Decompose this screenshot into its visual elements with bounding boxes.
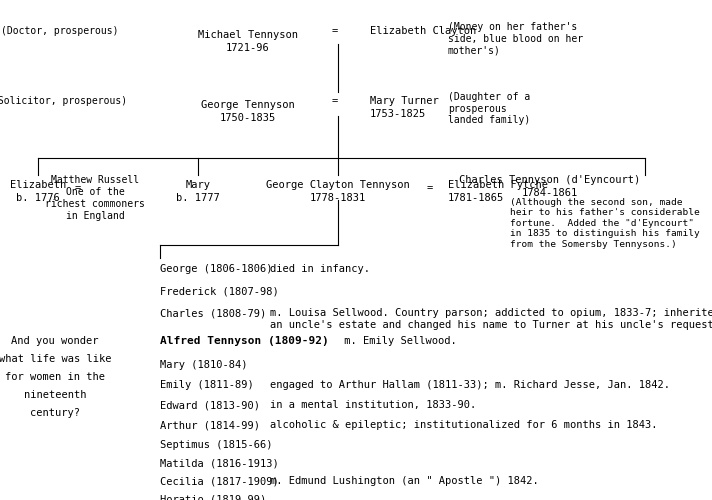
Text: George (1806-1806): George (1806-1806) [160,264,273,274]
Text: for women in the: for women in the [5,372,105,382]
Text: Charles (1808-79): Charles (1808-79) [160,308,266,318]
Text: George Clayton Tennyson: George Clayton Tennyson [266,180,410,190]
Text: Elizabeth Fytche: Elizabeth Fytche [448,180,548,190]
Text: nineteenth: nineteenth [23,390,86,400]
Text: Elizabeth Clayton: Elizabeth Clayton [370,26,476,36]
Text: 1784-1861: 1784-1861 [522,188,578,198]
Text: Arthur (1814-99): Arthur (1814-99) [160,420,260,430]
Text: (Money on her father's
side, blue blood on her
mother's): (Money on her father's side, blue blood … [448,22,583,55]
Text: Frederick (1807-98): Frederick (1807-98) [160,286,279,296]
Text: (Daughter of a
prosperous
landed family): (Daughter of a prosperous landed family) [448,92,530,125]
Text: died in infancy.: died in infancy. [270,264,370,274]
Text: =: = [332,96,338,106]
Text: m. Emily Sellwood.: m. Emily Sellwood. [338,336,457,346]
Text: Edward (1813-90): Edward (1813-90) [160,400,260,410]
Text: Matilda (1816-1913): Matilda (1816-1913) [160,458,279,468]
Text: 1721-96: 1721-96 [226,43,270,53]
Text: (Although the second son, made
heir to his father's considerable
fortune.  Added: (Although the second son, made heir to h… [510,198,700,248]
Text: 1753-1825: 1753-1825 [370,109,426,119]
Text: b. 1777: b. 1777 [176,193,220,203]
Text: Elizabeth: Elizabeth [10,180,66,190]
Text: what life was like: what life was like [0,354,111,364]
Text: (Solicitor, prosperous): (Solicitor, prosperous) [0,96,127,106]
Text: alcoholic & epileptic; institutionalized for 6 months in 1843.: alcoholic & epileptic; institutionalized… [270,420,657,430]
Text: Emily (1811-89): Emily (1811-89) [160,380,253,390]
Text: Matthew Russell: Matthew Russell [51,175,139,185]
Text: in a mental institution, 1833-90.: in a mental institution, 1833-90. [270,400,476,410]
Text: =: = [427,183,433,193]
Text: Alfred Tennyson (1809-92): Alfred Tennyson (1809-92) [160,336,329,346]
Text: And you wonder: And you wonder [11,336,99,346]
Text: Septimus (1815-66): Septimus (1815-66) [160,440,273,450]
Text: Horatio (1819-99): Horatio (1819-99) [160,494,266,500]
Text: richest commoners: richest commoners [45,199,145,209]
Text: m. Louisa Sellwood. Country parson; addicted to opium, 1833-7; inherited
an uncl: m. Louisa Sellwood. Country parson; addi… [270,308,712,330]
Text: Mary (1810-84): Mary (1810-84) [160,360,248,370]
Text: (Doctor, prosperous): (Doctor, prosperous) [1,26,119,36]
Text: Charles Tennyson (d'Eyncourt): Charles Tennyson (d'Eyncourt) [459,175,641,185]
Text: m. Edmund Lushington (an " Apostle ") 1842.: m. Edmund Lushington (an " Apostle ") 18… [270,476,539,486]
Text: century?: century? [30,408,80,418]
Text: b. 1776: b. 1776 [16,193,60,203]
Text: 1778-1831: 1778-1831 [310,193,366,203]
Text: Michael Tennyson: Michael Tennyson [198,30,298,40]
Text: engaged to Arthur Hallam (1811-33); m. Richard Jesse, Jan. 1842.: engaged to Arthur Hallam (1811-33); m. R… [270,380,670,390]
Text: 1750-1835: 1750-1835 [220,113,276,123]
Text: Cecilia (1817-1909): Cecilia (1817-1909) [160,476,279,486]
Text: Mary: Mary [186,180,211,190]
Text: =: = [332,26,338,36]
Text: =: = [75,183,81,193]
Text: One of the: One of the [66,187,125,197]
Text: Mary Turner: Mary Turner [370,96,439,106]
Text: 1781-1865: 1781-1865 [448,193,504,203]
Text: George Tennyson: George Tennyson [201,100,295,110]
Text: in England: in England [66,211,125,221]
